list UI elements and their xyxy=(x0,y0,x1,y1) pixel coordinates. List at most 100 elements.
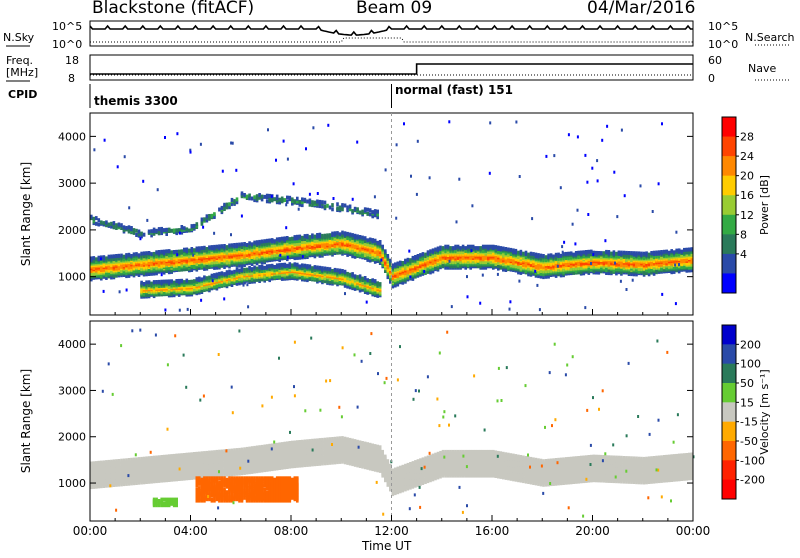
power-cell xyxy=(153,228,156,232)
power-scatter-point xyxy=(146,219,148,222)
power-cell xyxy=(309,235,312,239)
power-cell xyxy=(660,250,663,254)
power-cell xyxy=(479,246,482,250)
power-cell xyxy=(181,279,184,283)
power-cell xyxy=(686,248,689,252)
power-cell xyxy=(261,240,264,244)
power-cell xyxy=(329,267,332,271)
power-cell xyxy=(319,266,322,270)
power-cell xyxy=(336,207,339,211)
power-cell xyxy=(577,251,580,255)
power-cell xyxy=(221,244,224,248)
power-cell xyxy=(336,231,339,235)
power-cell xyxy=(246,268,249,272)
power-cell xyxy=(356,234,359,238)
power-cell xyxy=(165,249,168,253)
power-cell xyxy=(135,252,138,256)
power-cell xyxy=(381,245,384,249)
power-cell xyxy=(289,196,292,200)
power-cell xyxy=(223,272,226,276)
power-scatter-point xyxy=(661,293,663,296)
power-cell xyxy=(346,232,349,236)
power-cell xyxy=(457,245,460,249)
power-cell xyxy=(640,252,643,256)
power-cell xyxy=(170,279,173,283)
power-cell xyxy=(223,203,226,207)
power-cell xyxy=(191,280,194,284)
power-scatter-point xyxy=(606,125,608,128)
power-cell xyxy=(688,248,691,252)
power-cell xyxy=(243,242,246,246)
power-cell xyxy=(648,253,651,257)
power-scatter-point xyxy=(471,249,473,252)
power-cell xyxy=(284,263,287,267)
power-cell xyxy=(387,254,390,258)
power-cell xyxy=(248,194,251,198)
power-cell xyxy=(243,268,246,272)
power-cell xyxy=(291,197,294,201)
power-cell xyxy=(175,250,178,254)
power-cell xyxy=(266,239,269,243)
power-cell xyxy=(155,229,158,233)
power-cell xyxy=(201,246,204,250)
power-cell xyxy=(228,202,231,206)
power-cell xyxy=(304,264,307,268)
power-cell xyxy=(424,253,427,257)
power-cell xyxy=(329,206,332,210)
power-scatter-point xyxy=(285,226,287,229)
power-scatter-point xyxy=(604,239,606,242)
power-cell xyxy=(213,245,216,249)
power-cell xyxy=(236,268,239,272)
power-cell xyxy=(510,248,513,252)
power-scatter-point xyxy=(312,126,314,129)
power-cell xyxy=(150,282,153,286)
power-scatter-point xyxy=(231,203,233,206)
power-cell xyxy=(437,247,440,251)
power-cell xyxy=(665,250,668,254)
power-scatter-point xyxy=(119,290,121,293)
power-scatter-point xyxy=(164,309,166,312)
power-cell xyxy=(321,234,324,238)
power-cell xyxy=(188,280,191,284)
power-cell xyxy=(474,246,477,250)
power-cell xyxy=(256,267,259,271)
power-scatter-point xyxy=(200,143,202,146)
power-cell xyxy=(233,199,236,203)
power-cell xyxy=(324,201,327,205)
power-cell xyxy=(286,200,289,204)
power-cell xyxy=(296,235,299,239)
power-cell xyxy=(434,248,437,252)
power-cell xyxy=(515,249,518,253)
power-scatter-point xyxy=(408,250,410,253)
power-cell xyxy=(309,264,312,268)
power-cell xyxy=(110,222,113,226)
power-cell xyxy=(341,231,344,235)
power-cell xyxy=(241,242,244,246)
power-cell xyxy=(278,263,281,267)
power-cell xyxy=(138,230,141,234)
power-scatter-point xyxy=(624,194,626,197)
power-cell xyxy=(613,250,616,254)
power-cell xyxy=(198,246,201,250)
power-cell xyxy=(203,275,206,279)
power-cell xyxy=(359,274,362,278)
power-cell xyxy=(203,217,206,221)
power-cell xyxy=(186,279,189,283)
power-cell xyxy=(155,250,158,254)
power-cell xyxy=(304,198,307,202)
power-cell xyxy=(331,269,334,273)
power-scatter-point xyxy=(601,139,603,142)
power-cell xyxy=(160,280,163,284)
power-cell xyxy=(512,248,515,252)
power-cell xyxy=(371,210,374,214)
power-cell xyxy=(356,207,359,211)
power-cell xyxy=(158,227,161,231)
power-cell xyxy=(140,232,143,236)
power-cell xyxy=(615,252,618,256)
power-scatter-point xyxy=(267,128,269,131)
power-cell xyxy=(98,218,101,222)
power-cell xyxy=(188,249,191,253)
power-cell xyxy=(181,249,184,253)
power-cell xyxy=(361,277,364,281)
power-cell xyxy=(276,195,279,199)
